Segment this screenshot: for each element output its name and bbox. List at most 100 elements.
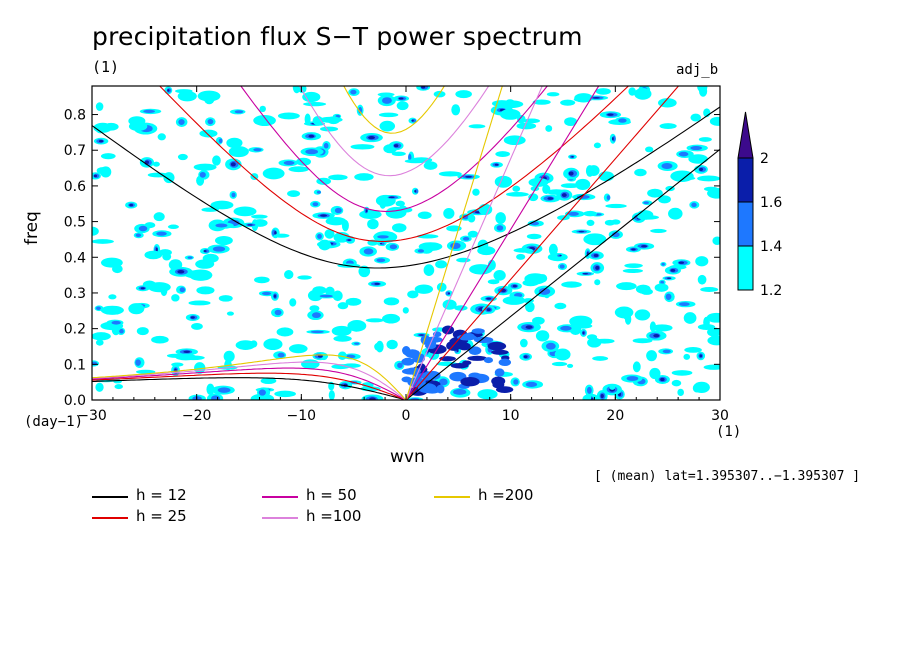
power-patch <box>401 376 412 383</box>
kelvin-wave-curve <box>405 86 543 400</box>
y-axis: 0.0 0.1 0.2 0.3 0.4 0.5 0.6 0.7 0.8 <box>64 108 720 409</box>
power-patch <box>604 219 616 226</box>
power-patch <box>569 315 593 328</box>
power-patch <box>319 116 343 123</box>
power-patch <box>207 119 214 125</box>
power-patch <box>468 346 482 355</box>
power-patch <box>302 91 321 103</box>
power-patch <box>304 113 311 125</box>
power-patch <box>111 264 123 274</box>
colorbar-swatch <box>737 245 754 291</box>
y-axis-units: (day−1) <box>24 414 84 430</box>
power-patch <box>274 309 282 316</box>
x-tick-label: 20 <box>606 408 624 424</box>
power-patch <box>391 223 407 233</box>
power-patch <box>528 193 539 202</box>
power-patch <box>634 88 652 100</box>
power-patch <box>162 252 172 261</box>
power-patch <box>643 201 649 205</box>
power-patch <box>100 305 124 315</box>
power-patch <box>417 383 437 394</box>
power-patch <box>697 175 720 182</box>
power-patch <box>468 124 486 129</box>
power-patch <box>651 324 673 332</box>
power-patch <box>576 195 590 199</box>
y-tick-label: 0.1 <box>64 357 86 373</box>
power-patch <box>568 211 579 216</box>
x-tick-label: −30 <box>77 408 107 424</box>
power-patch <box>423 161 438 170</box>
ig-wave-curve <box>240 86 549 212</box>
power-patch <box>410 157 433 163</box>
power-patch <box>391 151 406 156</box>
power-patch <box>100 153 116 160</box>
colorbar-label: 2 <box>760 151 769 167</box>
power-patch <box>144 250 163 260</box>
power-patch <box>251 214 268 219</box>
colorbar-label: 1.4 <box>760 239 782 255</box>
colorbar-extension <box>737 111 754 159</box>
power-patch <box>250 340 258 348</box>
power-patch <box>367 218 379 230</box>
power-patch <box>345 297 362 306</box>
power-patch <box>503 135 526 146</box>
power-patch <box>442 299 457 310</box>
power-patch <box>561 193 567 198</box>
power-patch <box>287 190 301 198</box>
power-patch <box>622 268 644 273</box>
power-patch <box>337 302 349 310</box>
x-tick-label: −20 <box>182 408 212 424</box>
power-patch <box>331 364 351 370</box>
power-patch <box>465 175 472 178</box>
power-patch <box>443 207 455 219</box>
x-tick-label: 0 <box>402 408 411 424</box>
legend-line <box>92 496 128 498</box>
legend-label: h =100 <box>306 507 362 525</box>
power-patch <box>273 233 290 238</box>
power-patch <box>578 230 585 233</box>
power-patch <box>632 361 641 373</box>
power-patch <box>668 207 683 220</box>
power-patch <box>661 262 665 266</box>
power-patch <box>151 335 169 344</box>
power-patch <box>218 295 233 302</box>
title-units: (1) <box>92 58 120 76</box>
power-patch <box>334 207 342 214</box>
power-patch <box>486 297 492 300</box>
power-patch <box>560 325 572 331</box>
power-patch <box>423 264 435 277</box>
power-patch <box>611 231 620 238</box>
power-patch <box>405 367 422 375</box>
power-patch <box>502 296 526 305</box>
power-patch <box>414 190 417 193</box>
power-patch <box>388 196 395 199</box>
power-patch <box>467 230 479 238</box>
power-patch <box>611 136 614 141</box>
power-patch <box>253 148 262 152</box>
power-patch <box>320 126 339 132</box>
power-patch <box>635 284 651 294</box>
power-patch <box>253 115 276 127</box>
power-patch <box>568 171 574 176</box>
power-patch <box>571 155 574 158</box>
power-patch <box>319 294 333 298</box>
power-patch <box>435 260 448 269</box>
power-patch <box>547 197 554 200</box>
power-patch <box>231 192 236 198</box>
x-tick-label: 10 <box>502 408 520 424</box>
power-field <box>92 86 720 400</box>
power-patch <box>277 352 285 358</box>
power-patch <box>379 197 387 209</box>
power-patch <box>535 330 550 342</box>
power-patch <box>684 346 702 353</box>
power-patch <box>377 235 389 239</box>
power-patch <box>647 188 663 198</box>
power-patch <box>167 89 170 92</box>
power-patch <box>707 335 720 346</box>
power-patch <box>447 292 451 295</box>
power-patch <box>436 282 447 292</box>
power-patch <box>191 322 203 330</box>
power-patch <box>393 144 399 148</box>
power-patch <box>160 285 168 297</box>
power-patch <box>152 161 160 167</box>
